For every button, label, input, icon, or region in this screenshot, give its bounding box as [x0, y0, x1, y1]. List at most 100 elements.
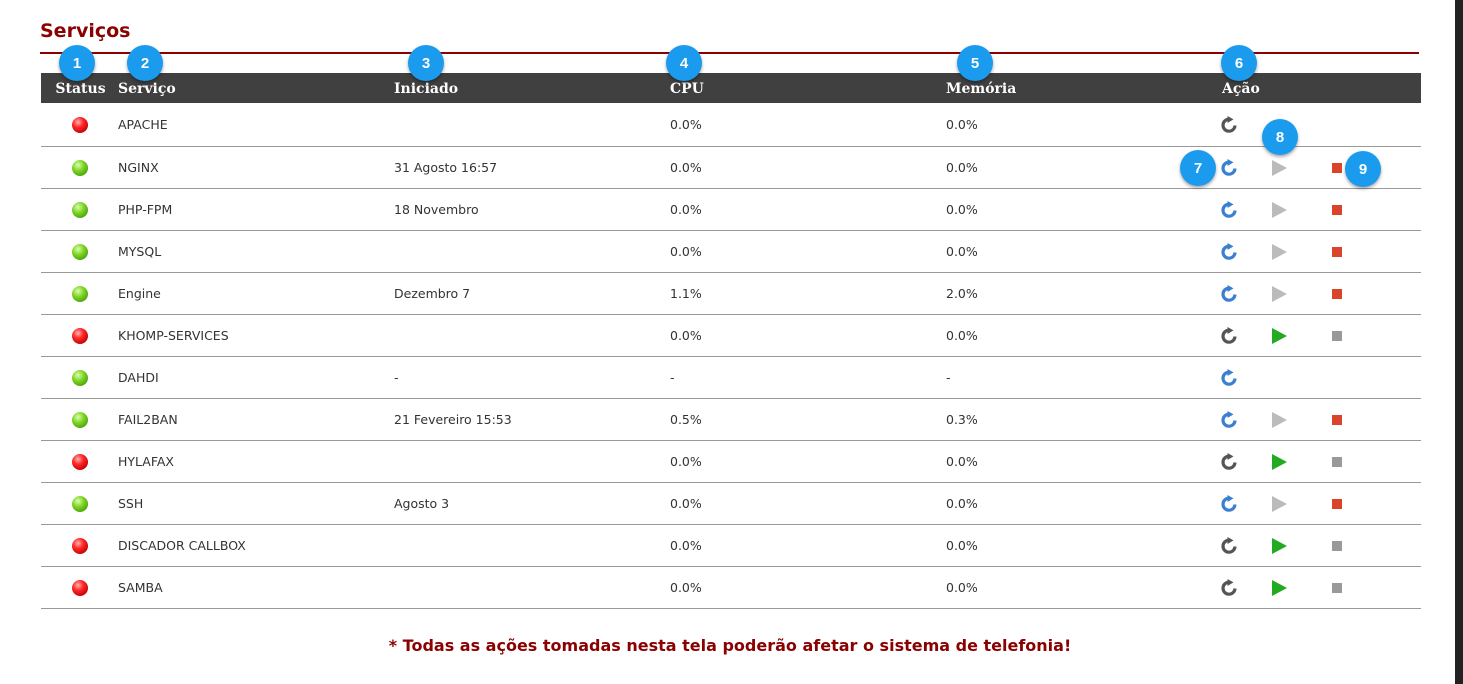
service-memory: 0.0%	[946, 188, 1222, 231]
service-memory: 0.0%	[946, 103, 1222, 147]
action-cell	[1220, 146, 1421, 189]
stop-icon[interactable]	[1330, 242, 1344, 262]
action-cell	[1220, 356, 1421, 399]
service-cpu: 0.0%	[670, 566, 946, 609]
start-icon	[1269, 200, 1289, 220]
start-icon[interactable]	[1269, 452, 1289, 472]
action-group	[1220, 242, 1421, 262]
table-row: MYSQL 0.0% 0.0%	[41, 230, 1421, 273]
action-group	[1220, 410, 1421, 430]
action-group	[1220, 115, 1421, 135]
service-started: 21 Fevereiro 15:53	[394, 398, 670, 441]
service-cpu: 0.0%	[670, 188, 946, 231]
restart-icon[interactable]	[1220, 284, 1238, 304]
action-group	[1220, 368, 1421, 388]
start-icon	[1269, 158, 1289, 178]
restart-icon[interactable]	[1220, 410, 1238, 430]
service-name: APACHE	[118, 103, 394, 147]
action-cell	[1220, 398, 1421, 441]
restart-icon[interactable]	[1220, 452, 1238, 472]
status-cell	[41, 566, 118, 609]
stop-icon[interactable]	[1330, 494, 1344, 514]
service-started: -	[394, 356, 670, 399]
restart-icon[interactable]	[1220, 200, 1238, 220]
stop-icon[interactable]	[1330, 158, 1344, 178]
service-name: SSH	[118, 482, 394, 525]
restart-icon[interactable]	[1220, 242, 1238, 262]
service-name: HYLAFAX	[118, 440, 394, 483]
service-name: PHP-FPM	[118, 188, 394, 231]
start-icon[interactable]	[1269, 578, 1289, 598]
header-action: Ação	[1222, 81, 1260, 97]
service-cpu: -	[670, 356, 946, 399]
service-started	[394, 103, 670, 147]
service-memory: 0.0%	[946, 524, 1222, 567]
service-cpu: 0.0%	[670, 230, 946, 273]
table-row: HYLAFAX 0.0% 0.0%	[41, 440, 1421, 483]
service-started	[394, 314, 670, 357]
service-cpu: 0.0%	[670, 440, 946, 483]
action-group	[1220, 452, 1421, 472]
action-cell	[1220, 524, 1421, 567]
callout-badge-6: 6	[1221, 45, 1257, 81]
table-row: SAMBA 0.0% 0.0%	[41, 566, 1421, 609]
stop-icon	[1330, 452, 1344, 472]
callout-badge-9: 9	[1345, 151, 1381, 187]
restart-icon[interactable]	[1220, 326, 1238, 346]
header-cpu: CPU	[670, 81, 704, 97]
header-started: Iniciado	[394, 81, 459, 97]
action-cell	[1220, 566, 1421, 609]
service-name: SAMBA	[118, 566, 394, 609]
table-row: DAHDI - - -	[41, 356, 1421, 399]
stop-icon[interactable]	[1330, 410, 1344, 430]
services-table-wrap: Status Serviço Iniciado CPU Memória Ação…	[41, 73, 1421, 609]
services-table: Status Serviço Iniciado CPU Memória Ação…	[41, 73, 1421, 609]
service-started: 31 Agosto 16:57	[394, 146, 670, 189]
service-memory: -	[946, 356, 1222, 399]
restart-icon[interactable]	[1220, 158, 1238, 178]
action-cell	[1220, 482, 1421, 525]
table-header-row: Status Serviço Iniciado CPU Memória Ação	[41, 73, 1421, 103]
service-name: DAHDI	[118, 356, 394, 399]
service-started	[394, 524, 670, 567]
restart-icon[interactable]	[1220, 494, 1238, 514]
service-name: FAIL2BAN	[118, 398, 394, 441]
service-memory: 0.0%	[946, 482, 1222, 525]
service-memory: 0.3%	[946, 398, 1222, 441]
service-cpu: 0.0%	[670, 103, 946, 147]
service-cpu: 0.5%	[670, 398, 946, 441]
service-memory: 2.0%	[946, 272, 1222, 315]
status-cell	[41, 440, 118, 483]
status-running-icon	[71, 285, 88, 302]
service-memory: 0.0%	[946, 230, 1222, 273]
service-started	[394, 566, 670, 609]
service-cpu: 0.0%	[670, 482, 946, 525]
stop-icon[interactable]	[1330, 284, 1344, 304]
status-stopped-icon	[71, 116, 88, 133]
action-cell	[1220, 272, 1421, 315]
restart-icon[interactable]	[1220, 115, 1238, 135]
stop-icon[interactable]	[1330, 200, 1344, 220]
status-cell	[41, 398, 118, 441]
action-cell	[1220, 440, 1421, 483]
status-cell	[41, 103, 118, 147]
stop-icon	[1330, 578, 1344, 598]
status-cell	[41, 356, 118, 399]
callout-badge-2: 2	[127, 45, 163, 81]
service-cpu: 0.0%	[670, 146, 946, 189]
service-cpu: 0.0%	[670, 314, 946, 357]
status-cell	[41, 146, 118, 189]
callout-badge-4: 4	[666, 45, 702, 81]
status-cell	[41, 314, 118, 357]
restart-icon[interactable]	[1220, 536, 1238, 556]
restart-icon[interactable]	[1220, 368, 1238, 388]
action-cell	[1220, 230, 1421, 273]
start-icon[interactable]	[1269, 326, 1289, 346]
restart-icon[interactable]	[1220, 578, 1238, 598]
service-memory: 0.0%	[946, 146, 1222, 189]
status-stopped-icon	[71, 453, 88, 470]
status-cell	[41, 272, 118, 315]
service-started: Agosto 3	[394, 482, 670, 525]
start-icon[interactable]	[1269, 536, 1289, 556]
stop-icon	[1330, 326, 1344, 346]
